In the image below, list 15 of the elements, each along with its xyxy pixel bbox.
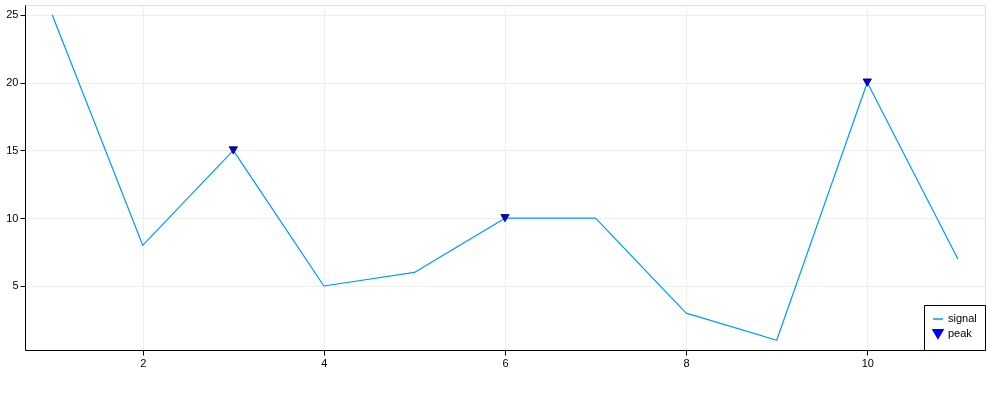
- y-tick-label: 15: [6, 143, 19, 156]
- point: [228, 146, 238, 155]
- x-tick-label: 2: [140, 356, 147, 369]
- legend-label: peak: [948, 327, 973, 339]
- y-tick-label: 5: [12, 279, 19, 292]
- point: [500, 214, 510, 223]
- legend-label: signal: [948, 312, 977, 324]
- x-tick-label: 10: [861, 356, 874, 369]
- point: [862, 78, 872, 87]
- y-tick-label: 20: [6, 76, 19, 89]
- x-tick-label: 4: [321, 356, 328, 369]
- y-tick-label: 10: [6, 211, 19, 224]
- x-tick-label: 8: [683, 356, 690, 369]
- y-tick-label: 25: [6, 8, 19, 21]
- x-tick-label: 6: [502, 356, 509, 369]
